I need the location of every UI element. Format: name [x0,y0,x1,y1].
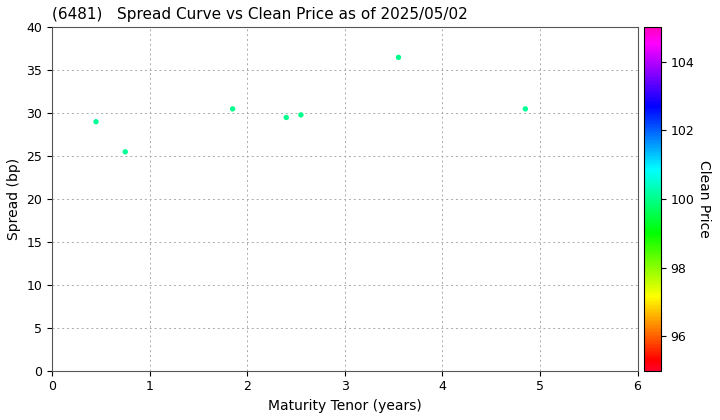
Point [392,54,404,61]
Y-axis label: Spread (bp): Spread (bp) [7,158,21,240]
Point [120,148,131,155]
Point [295,112,307,118]
X-axis label: Maturity Tenor (years): Maturity Tenor (years) [268,399,422,413]
Text: (6481)   Spread Curve vs Clean Price as of 2025/05/02: (6481) Spread Curve vs Clean Price as of… [52,7,468,22]
Y-axis label: Clean Price: Clean Price [697,160,711,238]
Point [520,105,531,112]
Point [227,105,238,112]
Point [90,118,102,125]
Point [281,114,292,121]
